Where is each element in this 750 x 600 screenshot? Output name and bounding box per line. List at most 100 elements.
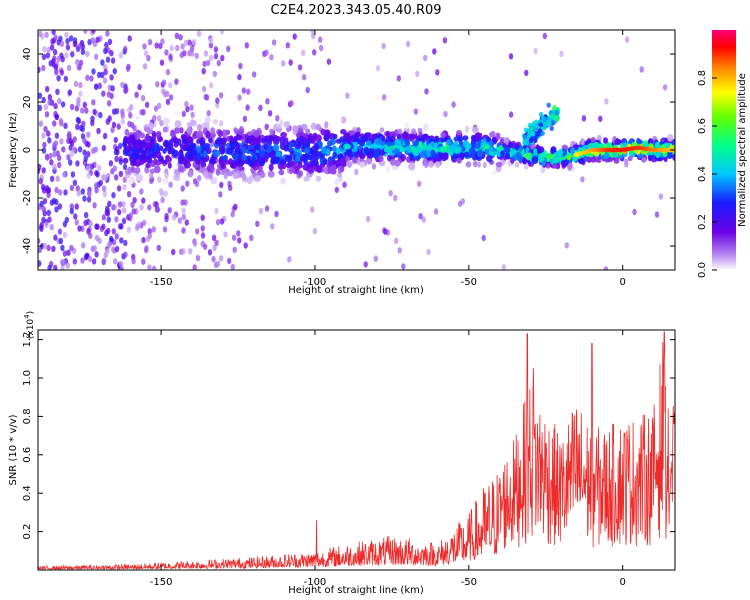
ridge-blob	[168, 139, 173, 146]
ridge-blob	[166, 156, 172, 163]
noise-blob	[421, 216, 426, 223]
noise-blob	[405, 41, 411, 48]
noise-blob	[154, 201, 159, 208]
noise-blob	[245, 104, 250, 111]
noise-blob	[109, 92, 114, 100]
noise-blob	[269, 54, 274, 61]
noise-blob	[175, 44, 180, 52]
noise-blob	[46, 209, 51, 216]
noise-blob	[47, 94, 53, 101]
noise-blob	[156, 102, 162, 110]
noise-blob	[72, 258, 78, 265]
noise-blob	[50, 38, 55, 45]
ridge-blob	[428, 160, 434, 168]
noise-blob	[84, 107, 89, 114]
noise-blob	[264, 205, 270, 212]
ridge-blob	[208, 137, 213, 143]
noise-blob	[237, 73, 242, 81]
noise-blob	[106, 216, 112, 223]
noise-blob	[105, 118, 111, 125]
noise-blob	[219, 181, 224, 189]
noise-blob	[54, 206, 59, 213]
noise-blob	[57, 228, 63, 235]
noise-blob	[312, 227, 317, 235]
noise-blob	[106, 227, 111, 235]
noise-blob	[69, 203, 75, 210]
noise-blob	[38, 167, 41, 175]
ridge-blob	[294, 165, 300, 172]
noise-blob	[95, 223, 100, 230]
ridge-blob	[641, 157, 647, 163]
noise-blob	[243, 242, 248, 249]
noise-blob	[424, 88, 429, 95]
noise-blob	[53, 264, 58, 270]
noise-blob	[86, 131, 91, 138]
noise-blob	[162, 79, 167, 86]
noise-blob	[533, 47, 538, 55]
ridge-blob	[332, 133, 338, 140]
ridge-blob	[514, 161, 520, 168]
noise-blob	[131, 258, 136, 265]
noise-blob	[580, 176, 585, 183]
ridge-blob	[329, 138, 337, 146]
ridge-blob	[443, 152, 449, 161]
y-tick-label: 0.8	[22, 408, 33, 424]
noise-blob	[72, 179, 78, 186]
noise-blob	[179, 51, 184, 59]
ridge-blob	[202, 122, 208, 128]
noise-blob	[54, 68, 59, 76]
noise-blob	[275, 115, 280, 122]
ridge-blob	[424, 161, 429, 169]
noise-blob	[91, 30, 96, 34]
x-tick-label: -100	[304, 577, 327, 588]
noise-blob	[111, 228, 117, 235]
noise-blob	[66, 154, 71, 161]
ridge-blob	[269, 128, 274, 135]
ridge-blob	[254, 175, 262, 182]
noise-blob	[202, 60, 207, 68]
y-tick-label: 0.2	[22, 524, 33, 540]
noise-blob	[68, 144, 73, 151]
noise-blob	[219, 120, 224, 127]
noise-blob	[94, 234, 100, 242]
noise-blob	[58, 35, 63, 42]
noise-blob	[101, 223, 106, 230]
noise-blob	[80, 125, 86, 133]
noise-blob	[187, 50, 192, 57]
noise-blob	[47, 99, 52, 106]
ridge-blob	[309, 148, 315, 155]
ridge-blob	[324, 121, 329, 129]
snr-y-scale-base: (x10	[26, 319, 36, 340]
branch-blob	[530, 130, 535, 136]
ridge-blob	[404, 138, 411, 147]
noise-blob	[418, 213, 423, 220]
ridge-blob	[545, 162, 551, 169]
noise-blob	[113, 258, 118, 265]
noise-blob	[189, 104, 194, 111]
noise-blob	[169, 44, 174, 52]
noise-blob	[270, 223, 275, 230]
ridge-blob	[205, 130, 211, 139]
noise-blob	[300, 49, 306, 57]
noise-blob	[52, 120, 57, 127]
noise-blob	[114, 216, 119, 223]
noise-blob	[363, 261, 368, 268]
noise-blob	[215, 102, 220, 109]
ridge-blob	[474, 143, 481, 149]
noise-blob	[215, 219, 221, 226]
noise-blob	[51, 30, 56, 36]
noise-blob	[281, 60, 286, 67]
ridge-blob	[260, 137, 267, 144]
noise-blob	[238, 62, 243, 70]
branch-blob	[533, 119, 539, 125]
ridge-blob	[485, 144, 490, 150]
ridge-blob	[268, 135, 276, 142]
ridge-blob	[162, 178, 169, 184]
noise-blob	[581, 115, 587, 122]
snr-x-ticks: -150 -100 -50 0	[150, 330, 626, 588]
noise-blob	[147, 38, 153, 46]
ridge-blob	[238, 130, 244, 136]
ridge-blob	[666, 151, 673, 159]
noise-blob	[103, 174, 108, 181]
noise-blob	[41, 147, 47, 154]
